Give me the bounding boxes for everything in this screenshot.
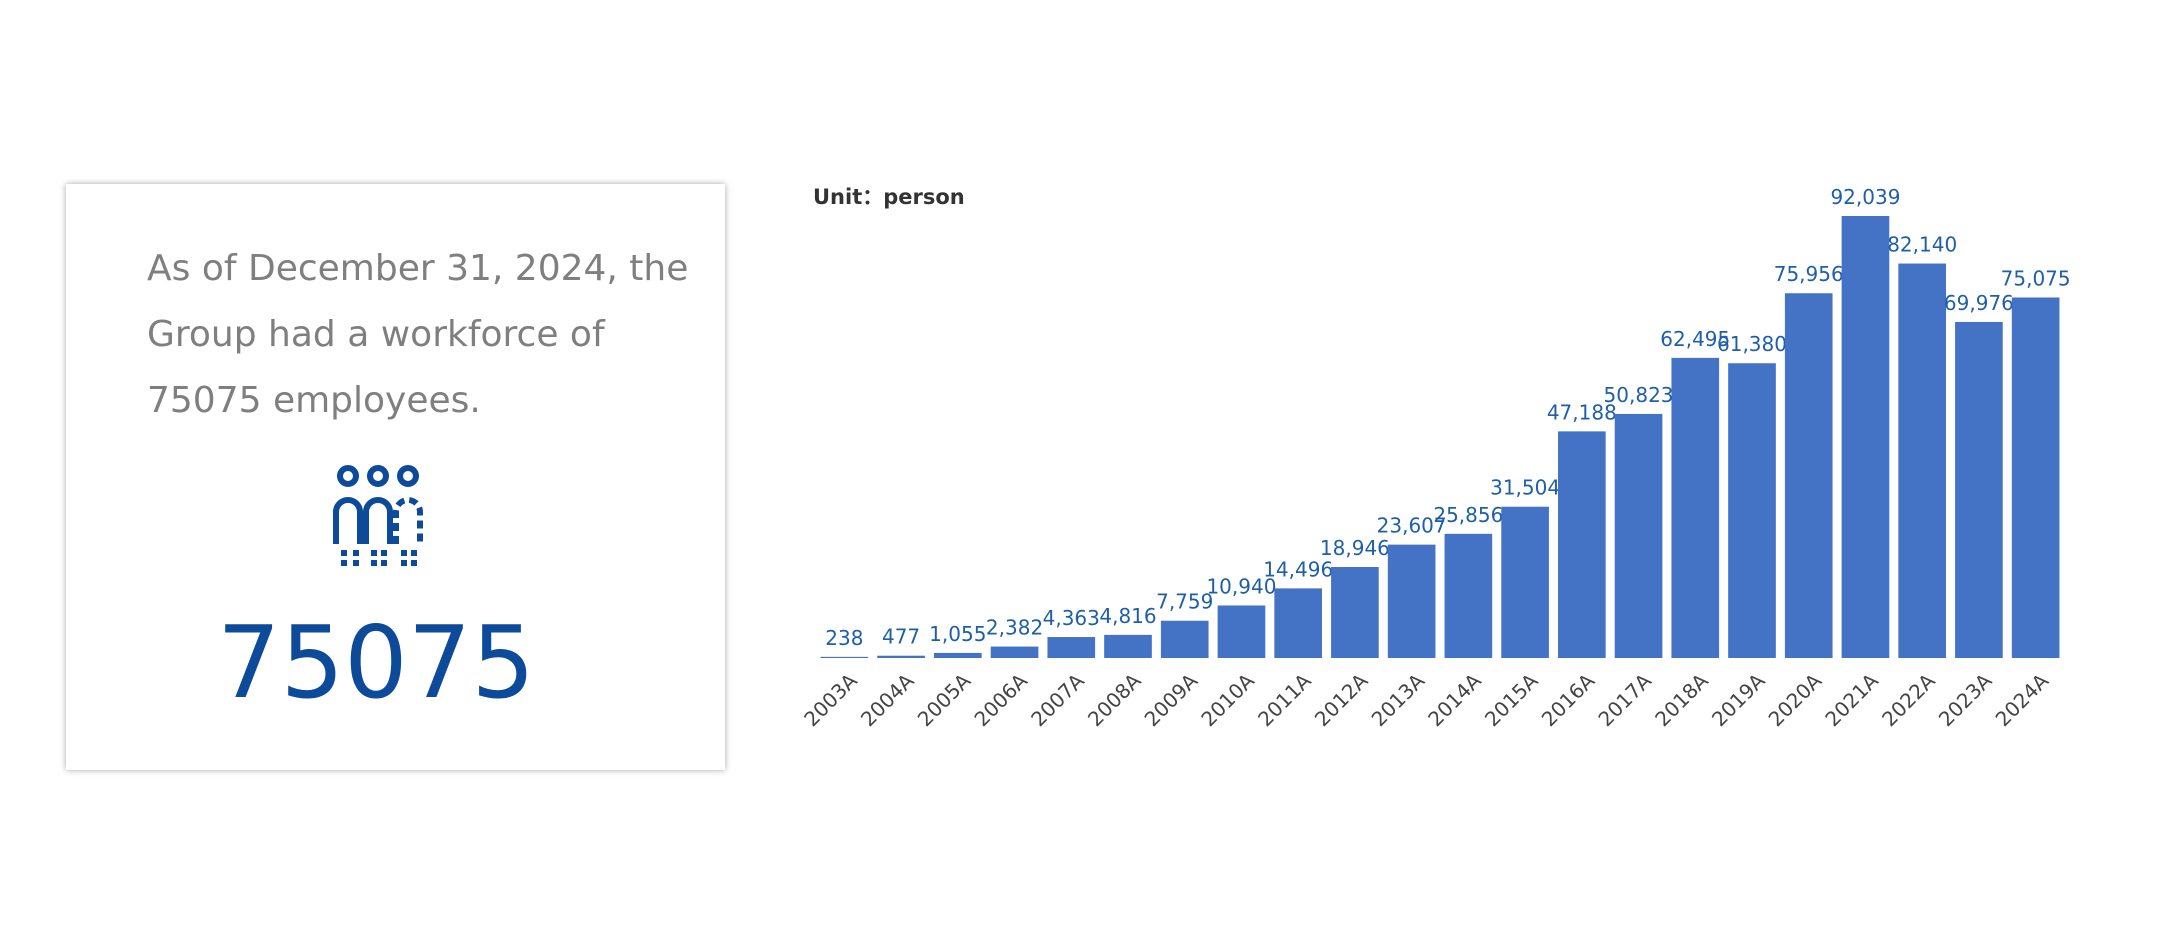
bar: [1671, 357, 1720, 658]
bar: [1784, 293, 1833, 658]
bar: [2011, 297, 2060, 658]
x-tick-label: 2006A: [969, 668, 1032, 731]
bar: [1898, 263, 1947, 658]
x-tick-label: 2009A: [1140, 668, 1203, 731]
bar: [1728, 363, 1776, 658]
value-label: 477: [882, 625, 920, 649]
bar: [990, 646, 1039, 658]
bar: [1501, 506, 1549, 658]
value-label: 61,380: [1717, 332, 1787, 356]
value-label: 47,188: [1547, 400, 1617, 424]
x-tick-label: 2005A: [913, 668, 976, 731]
value-label: 25,856: [1433, 503, 1503, 527]
value-label: 31,504: [1490, 476, 1560, 500]
x-tick-label: 2017A: [1593, 668, 1656, 731]
bar: [877, 655, 925, 658]
x-tick-label: 2014A: [1423, 668, 1486, 731]
bar: [1217, 605, 1266, 658]
x-tick-label: 2013A: [1367, 668, 1430, 731]
value-label: 2,382: [986, 616, 1043, 640]
x-tick-label: 2007A: [1026, 668, 1089, 731]
bar: [1331, 567, 1379, 658]
value-label: 50,823: [1604, 383, 1674, 407]
people-icon: [333, 465, 423, 568]
summary-card: As of December 31, 2024, the Group had a…: [66, 184, 725, 770]
bar: [820, 656, 869, 658]
employee-count: 75075: [216, 604, 536, 721]
value-label: 75,075: [2001, 266, 2071, 290]
bar: [1444, 533, 1493, 658]
unit-label: Unit：person: [813, 185, 965, 209]
value-label: 10,940: [1206, 574, 1276, 598]
value-label: 23,607: [1377, 514, 1447, 538]
value-label: 82,140: [1887, 233, 1957, 257]
x-tick-label: 2004A: [856, 668, 919, 731]
bar: [1955, 321, 2003, 658]
bar: [1557, 431, 1606, 658]
bar: [1160, 620, 1209, 658]
x-tick-label: 2022A: [1877, 668, 1940, 731]
value-label: 238: [825, 626, 863, 650]
card-text: As of December 31, 2024, the Group had a…: [147, 248, 689, 421]
bar: [1841, 216, 1890, 658]
value-label: 69,976: [1944, 291, 2014, 315]
x-tick-label: 2020A: [1764, 668, 1827, 731]
value-label: 7,759: [1156, 590, 1213, 614]
bar: [1274, 588, 1323, 658]
value-label: 14,496: [1263, 557, 1333, 581]
x-tick-label: 2021A: [1820, 668, 1883, 731]
bar: [1047, 637, 1096, 658]
bar: [933, 652, 982, 658]
x-tick-label: 2010A: [1196, 668, 1259, 731]
x-tick-label: 2018A: [1650, 668, 1713, 731]
x-tick-label: 2016A: [1537, 668, 1600, 731]
value-label: 4,816: [1099, 604, 1156, 628]
x-tick-label: 2008A: [1083, 668, 1146, 731]
value-label: 18,946: [1320, 536, 1390, 560]
x-tick-label: 2003A: [799, 668, 862, 731]
value-label: 75,956: [1774, 262, 1844, 286]
bar: [1614, 413, 1663, 658]
x-tick-label: 2023A: [1934, 668, 1997, 731]
value-label: 62,495: [1660, 327, 1730, 351]
x-tick-label: 2012A: [1310, 668, 1373, 731]
value-label: 1,055: [929, 622, 986, 646]
bar: [1387, 544, 1436, 658]
x-tick-label: 2015A: [1480, 668, 1543, 731]
value-label: 4,363: [1043, 606, 1100, 630]
bar: [1104, 634, 1152, 658]
value-label: 92,039: [1830, 185, 1900, 209]
x-tick-label: 2024A: [1991, 668, 2054, 731]
x-tick-label: 2019A: [1707, 668, 1770, 731]
x-tick-label: 2011A: [1253, 668, 1316, 731]
